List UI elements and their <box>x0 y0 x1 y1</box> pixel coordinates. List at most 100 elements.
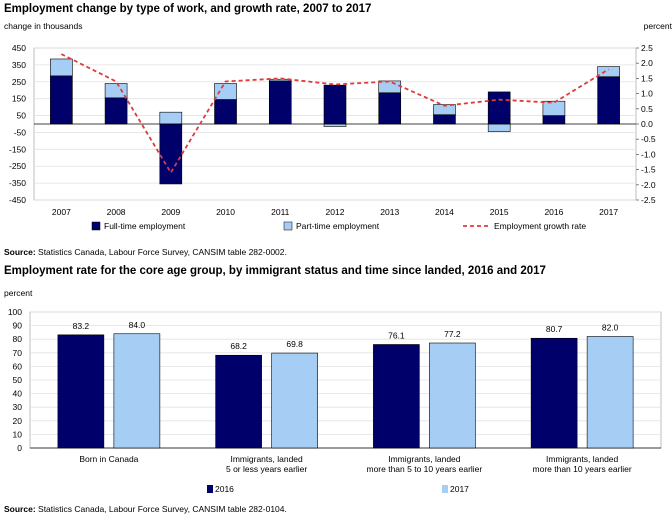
chart2-data-label: 82.0 <box>602 322 619 332</box>
chart2-source-text: Statistics Canada, Labour Force Survey, … <box>38 504 287 514</box>
chart1-bar-fulltime <box>268 80 292 125</box>
chart1-y2-tick-label: 1.5 <box>641 73 653 83</box>
chart2-x-tick-label: 5 or less years earlier <box>226 464 307 474</box>
chart1-title: Employment change by type of work, and g… <box>4 3 372 15</box>
chart1-x-tick-label: 2011 <box>271 207 290 217</box>
chart1-x-tick-label: 2013 <box>380 207 399 217</box>
chart1-y2-tick-label: -2.5 <box>641 195 656 205</box>
chart2-bar-2016 <box>373 344 420 449</box>
chart2-source-label: Source: <box>4 504 36 514</box>
chart2-data-label: 84.0 <box>129 320 146 330</box>
chart2-x-tick-label: Immigrants, landed <box>388 454 461 464</box>
chart1-y-tick-label: -50 <box>14 127 27 137</box>
chart1-y2-tick-label: 0.0 <box>641 119 653 129</box>
chart2-legend-swatch-2017 <box>442 485 448 493</box>
chart1-legend-label-growth: Employment growth rate <box>494 221 586 231</box>
chart1-bar-parttime <box>487 123 511 132</box>
chart1-y2-axis-label: percent <box>643 21 672 31</box>
chart2-y-tick-label: 70 <box>13 348 23 358</box>
chart1-x-tick-label: 2012 <box>326 207 345 217</box>
chart1-legend-label-parttime: Part-time employment <box>296 221 380 231</box>
chart1-y-tick-label: 250 <box>12 77 26 87</box>
chart1-x-tick-label: 2015 <box>490 207 509 217</box>
chart2-bar-2016 <box>215 354 262 449</box>
chart1-source-label: Source: <box>4 247 36 257</box>
chart1-bar-fulltime <box>597 76 620 125</box>
chart2-y-tick-label: 0 <box>17 443 22 453</box>
chart1-y2-tick-label: 2.0 <box>641 58 653 68</box>
chart1-y-tick-label: 50 <box>17 111 27 121</box>
chart1-bar-parttime <box>214 83 237 100</box>
chart1-y-tick-label: 450 <box>12 43 26 53</box>
chart1-y2-tick-label: 0.5 <box>641 104 653 114</box>
chart2-data-label: 83.2 <box>73 321 90 331</box>
chart2-legend-label-2017: 2017 <box>450 484 469 494</box>
chart1-y2-tick-label: -0.5 <box>641 134 656 144</box>
chart2-legend-swatch-2016 <box>207 485 213 493</box>
chart2-x-tick-label: more than 10 years earlier <box>533 464 632 474</box>
chart1-y2-tick-label: -1.0 <box>641 149 656 159</box>
chart2-bar-2016 <box>57 334 105 449</box>
chart1-y-axis-label: change in thousands <box>4 21 83 31</box>
chart2-data-label: 69.8 <box>286 339 303 349</box>
chart1-y-tick-label: 350 <box>12 60 26 70</box>
chart2-x-tick-label: more than 5 to 10 years earlier <box>366 464 482 474</box>
chart1-y2-tick-label: 1.0 <box>641 89 653 99</box>
chart1-bar-parttime <box>104 83 128 99</box>
chart1-bar-fulltime <box>159 123 183 185</box>
chart2-title: Employment rate for the core age group, … <box>4 265 546 277</box>
chart1-y-tick-label: -450 <box>9 195 26 205</box>
chart1-plot: 450 350 250 150 50 -50 -150 -250 -350 -450 2.5 2.0 1… <box>9 43 656 231</box>
chart1-bar-parttime <box>597 66 620 78</box>
chart2-y-tick-label: 50 <box>13 375 23 385</box>
chart2-y-axis-label: percent <box>4 288 33 298</box>
chart2-legend-label-2016: 2016 <box>215 484 234 494</box>
chart2-bar-2017 <box>113 333 161 449</box>
chart2-y-tick-label: 40 <box>13 389 23 399</box>
chart2-data-label: 76.1 <box>388 331 405 341</box>
chart1-bar-parttime <box>50 58 73 77</box>
chart1-y-tick-label: -150 <box>9 144 26 154</box>
chart1-bar-parttime <box>542 100 566 116</box>
chart1-y2-tick-label: -1.5 <box>641 165 656 175</box>
chart2-y-tick-label: 60 <box>13 361 23 371</box>
chart2-y-tick-label: 30 <box>13 402 23 412</box>
chart2-bar-2017 <box>429 342 476 449</box>
chart1-x-tick-label: 2010 <box>216 207 235 217</box>
chart1-y2-tick-label: -2.0 <box>641 180 656 190</box>
chart1-x-tick-label: 2016 <box>544 207 563 217</box>
chart1-bar-fulltime <box>487 91 511 125</box>
chart1-bar-fulltime <box>323 84 347 125</box>
chart2-y-tick-label: 90 <box>13 321 23 331</box>
chart2-x-tick-label: Born in Canada <box>79 454 138 464</box>
chart2-x-tick-label: Immigrants, landed <box>546 454 619 464</box>
chart2-x-tick-label: Immigrants, landed <box>230 454 303 464</box>
chart2-data-label: 80.7 <box>546 324 563 334</box>
chart1-bar-parttime <box>433 104 456 116</box>
chart1-legend-label-fulltime: Full-time employment <box>104 221 186 231</box>
chart1-bar-fulltime <box>104 97 128 125</box>
chart1-legend-swatch-parttime <box>283 221 293 231</box>
chart1-bar-fulltime <box>214 99 237 125</box>
chart1-y-tick-label: 150 <box>12 94 26 104</box>
chart1-legend-swatch-fulltime <box>91 221 101 231</box>
chart1-x-tick-label: 2008 <box>107 207 126 217</box>
chart2-data-label: 77.2 <box>444 329 461 339</box>
chart1-source-text: Statistics Canada, Labour Force Survey, … <box>38 247 287 257</box>
chart1-x-tick-label: 2009 <box>161 207 180 217</box>
chart1-y-tick-label: -350 <box>9 178 26 188</box>
chart1-y-tick-label: -250 <box>9 161 26 171</box>
chart1-bar-parttime <box>159 111 183 125</box>
chart2-y-tick-label: 10 <box>13 429 23 439</box>
chart1-x-tick-label: 2017 <box>599 207 618 217</box>
chart1-bar-fulltime <box>378 92 402 125</box>
chart1-bar-fulltime <box>542 115 566 125</box>
chart1-source: Source: Statistics Canada, Labour Force … <box>4 247 287 257</box>
chart2-source: Source: Statistics Canada, Labour Force … <box>4 504 287 514</box>
chart2-bar-2016 <box>530 337 578 449</box>
chart1-x-tick-label: 2007 <box>52 207 71 217</box>
chart1-bar-fulltime <box>433 114 456 125</box>
chart1-bar-fulltime <box>50 75 73 125</box>
chart2-bar-2017 <box>271 352 318 449</box>
